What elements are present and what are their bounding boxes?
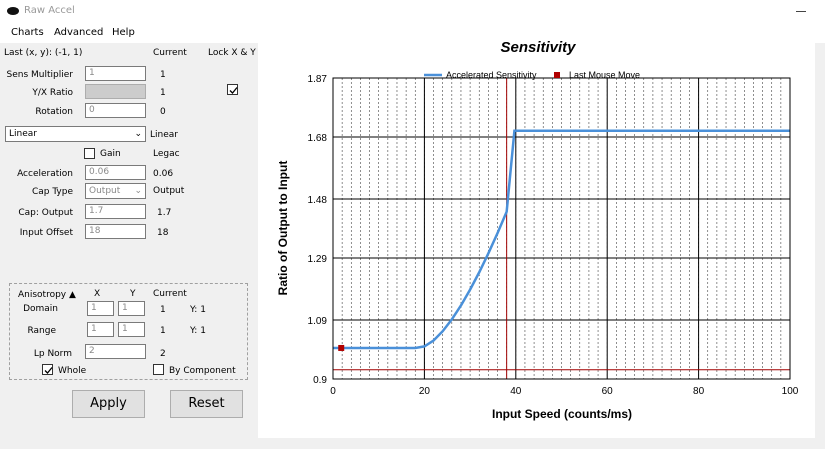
by-component-label: By Component	[169, 366, 236, 376]
domain-current-y: Y: 1	[190, 305, 206, 315]
menu-help[interactable]: Help	[112, 27, 135, 38]
input-offset-label: Input Offset	[19, 228, 73, 238]
lock-xy-label: Lock X & Y	[208, 48, 256, 58]
lp-norm-label: Lp Norm	[33, 349, 72, 359]
sens-multiplier-input[interactable]: 1	[85, 66, 146, 81]
acceleration-label: Acceleration	[17, 169, 73, 179]
acceleration-input[interactable]: 0.06	[85, 165, 146, 180]
range-label: Range	[27, 326, 56, 336]
chevron-down-icon: ⌄	[134, 129, 142, 139]
y-tick-labels: 0.9 1.09 1.29 1.48 1.68 1.87	[308, 74, 328, 386]
y-tick-label: 1.29	[308, 254, 328, 265]
chart-panel: Sensitivity 0.9 1.09 1.29 1.48 1.68 1.87 0 20 4…	[258, 24, 815, 438]
last-xy-label: Last (x, y): (-1, 1)	[4, 48, 83, 58]
x-tick-label: 60	[602, 386, 614, 397]
app-icon	[7, 7, 19, 15]
domain-y-input[interactable]: 1	[118, 301, 145, 316]
anisotropy-col-current: Current	[153, 289, 187, 299]
x-tick-label: 40	[510, 386, 522, 397]
chart-title: Sensitivity	[500, 39, 576, 56]
point-last-mouse-move	[338, 344, 345, 351]
range-y-input[interactable]: 1	[118, 322, 145, 337]
gain-label: Gain	[100, 149, 121, 159]
anisotropy-col-x: X	[94, 289, 101, 299]
mode-select-value: Linear	[9, 129, 37, 139]
anisotropy-col-y: Y	[130, 289, 136, 299]
legend-accelerated: Accelerated Sensitivity	[446, 70, 537, 80]
x-tick-labels: 0 20 40 60 80 100	[330, 386, 799, 397]
whole-checkbox[interactable]	[42, 364, 53, 375]
cap-output-input[interactable]: 1.7	[85, 204, 146, 219]
rotation-input[interactable]: 0	[85, 103, 146, 118]
domain-label: Domain	[23, 304, 58, 314]
domain-current: 1	[160, 305, 166, 315]
sensitivity-chart: Sensitivity 0.9 1.09 1.29 1.48 1.68 1.87 0 20 4…	[276, 39, 799, 421]
y-tick-label: 1.87	[308, 74, 328, 85]
legend-marker-icon	[554, 72, 560, 78]
y-tick-label: 0.9	[313, 375, 327, 386]
rotation-label: Rotation	[35, 107, 73, 117]
sens-multiplier-current: 1	[160, 70, 166, 80]
check-icon	[229, 87, 238, 94]
by-component-checkbox[interactable]	[153, 364, 164, 375]
plot-area	[332, 77, 791, 380]
x-tick-label: 100	[782, 386, 799, 397]
chevron-down-icon: ⌄	[134, 186, 142, 196]
y-axis-label: Ratio of Output to Input	[276, 161, 290, 296]
rotation-current: 0	[160, 107, 166, 117]
acceleration-current: 0.06	[153, 169, 174, 179]
y-tick-label: 1.09	[308, 316, 328, 327]
lp-norm-input[interactable]: 2	[85, 344, 146, 359]
cap-type-select-value: Output	[89, 186, 121, 196]
yx-ratio-input[interactable]	[85, 84, 146, 99]
x-tick-label: 0	[330, 386, 336, 397]
whole-label: Whole	[58, 366, 87, 376]
apply-button[interactable]: Apply	[72, 390, 145, 418]
gain-current: Legac	[153, 149, 180, 159]
anisotropy-group	[9, 283, 248, 380]
lock-xy-checkbox[interactable]	[227, 84, 238, 95]
yx-ratio-current: 1	[160, 88, 166, 98]
reset-button[interactable]: Reset	[170, 390, 243, 418]
cap-output-label: Cap: Output	[18, 208, 73, 218]
legend-last-move: Last Mouse Move	[569, 70, 640, 80]
input-offset-current: 18	[157, 228, 169, 238]
range-x-input[interactable]: 1	[87, 322, 114, 337]
lp-norm-current: 2	[160, 349, 166, 359]
cap-type-select[interactable]: Output ⌄	[85, 183, 146, 199]
x-tick-label: 20	[419, 386, 431, 397]
sens-multiplier-label: Sens Multiplier	[6, 70, 73, 80]
anisotropy-toggle[interactable]: Anisotropy ▲	[18, 290, 76, 300]
y-tick-label: 1.48	[308, 195, 328, 206]
current-header: Current	[153, 48, 187, 58]
range-current: 1	[160, 326, 166, 336]
domain-x-input[interactable]: 1	[87, 301, 114, 316]
series-accelerated-sensitivity	[333, 129, 790, 350]
legend: Accelerated Sensitivity Last Mouse Move	[424, 70, 640, 80]
cap-type-label: Cap Type	[31, 187, 73, 197]
range-current-y: Y: 1	[190, 326, 206, 336]
window-title: Raw Accel	[24, 5, 75, 16]
grid-minor	[332, 78, 791, 379]
yx-ratio-label: Y/X Ratio	[32, 88, 73, 98]
minimize-icon[interactable]	[796, 11, 806, 12]
x-axis-label: Input Speed (counts/ms)	[492, 407, 632, 421]
mode-select[interactable]: Linear ⌄	[5, 126, 146, 142]
cap-type-current: Output	[153, 186, 185, 196]
gain-checkbox[interactable]	[84, 148, 95, 159]
menu-charts[interactable]: Charts	[11, 27, 44, 38]
menu-advanced[interactable]: Advanced	[54, 27, 104, 38]
x-tick-label: 80	[693, 386, 705, 397]
mode-current: Linear	[150, 130, 178, 140]
input-offset-input[interactable]: 18	[85, 224, 146, 239]
check-icon	[44, 367, 53, 374]
title-bar: Raw Accel	[0, 0, 825, 24]
y-tick-label: 1.68	[308, 133, 328, 144]
cap-output-current: 1.7	[157, 208, 172, 218]
